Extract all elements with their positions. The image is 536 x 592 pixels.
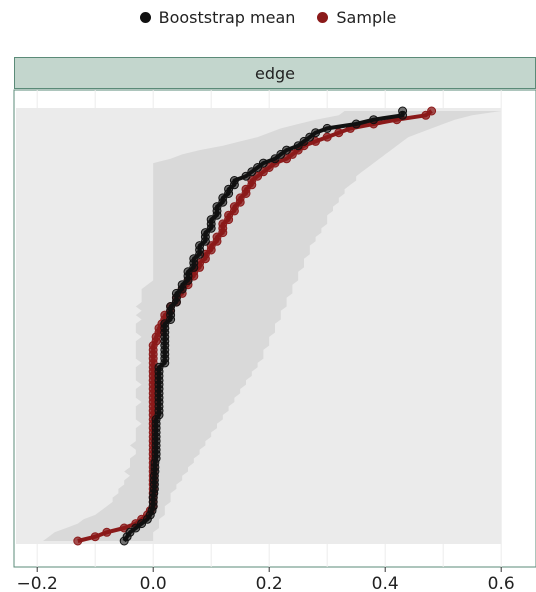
bootstrap-mean-point — [241, 171, 251, 181]
sample-point — [334, 128, 344, 138]
bootstrap-mean-point — [369, 115, 379, 125]
legend: Booststrap mean Sample — [0, 8, 536, 27]
facet-strip-label: edge — [255, 63, 295, 83]
sample-point — [421, 110, 431, 120]
facet-strip: edge — [14, 57, 536, 89]
x-tick-label: 0.6 — [488, 574, 515, 592]
sample-point — [322, 132, 332, 142]
legend-label-bootstrap-mean: Booststrap mean — [158, 8, 296, 27]
x-tick-label: 0.2 — [256, 574, 283, 592]
sample-point — [90, 532, 100, 542]
bootstrap-mean-point — [119, 536, 129, 546]
bootstrap-mean-point — [351, 119, 361, 129]
bootstrap-mean-point — [270, 154, 280, 164]
sample-legend-dot — [317, 12, 329, 23]
bootstrap-mean-point — [293, 141, 303, 151]
legend-item-sample: Sample — [317, 8, 396, 27]
bootstrap-mean-point — [398, 110, 408, 120]
x-tick-label: 0.4 — [372, 574, 399, 592]
bootstrap-mean-point — [322, 123, 332, 133]
x-tick-label: 0.0 — [140, 574, 167, 592]
legend-label-sample: Sample — [336, 8, 397, 27]
sample-point — [102, 527, 112, 537]
sample-point — [73, 536, 83, 546]
legend-item-bootstrap-mean: Booststrap mean — [139, 8, 296, 27]
x-tick-label: −0.2 — [17, 574, 58, 592]
bootstrap-mean-legend-dot — [139, 12, 151, 23]
